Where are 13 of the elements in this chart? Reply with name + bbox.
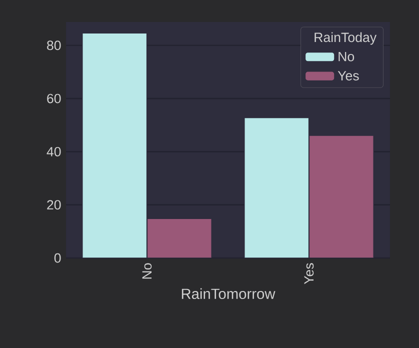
y-tick-label: 20	[47, 200, 61, 210]
y-tick-label: 80	[47, 40, 61, 50]
bar	[82, 32, 148, 258]
y-tick-label: 60	[47, 94, 61, 104]
bar	[308, 135, 374, 258]
bar	[244, 117, 310, 258]
y-tick-label: 40	[46, 146, 61, 156]
legend-label: Yes	[338, 71, 359, 80]
legend-label: No	[338, 52, 354, 62]
y-tick-label: 0	[54, 253, 61, 263]
bar	[146, 218, 212, 258]
legend-title: RainToday	[314, 32, 377, 45]
x-axis-title: RainTomorrow	[182, 288, 276, 300]
